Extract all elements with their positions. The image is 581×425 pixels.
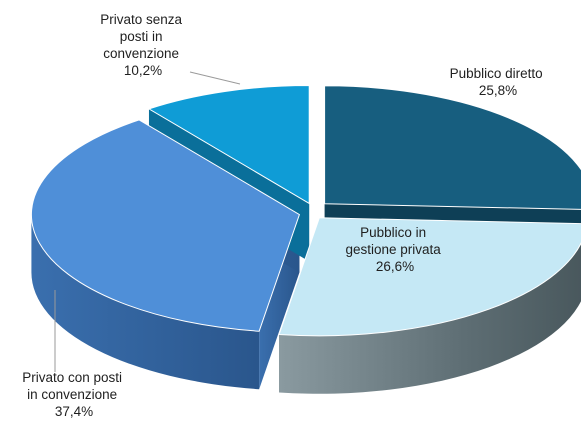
leader-line-privato-senza [189, 71, 241, 85]
pie-side-pubblico-gestione [279, 243, 581, 394]
pie-side-privato-con [31, 214, 260, 390]
slice-label-pubblico-diretto: Pubblico diretto 25,8% [450, 66, 547, 98]
pie-slice-privato-con [30, 119, 301, 332]
pie-slice-pubblico-gestione [278, 217, 581, 337]
slice-label-privato-senza: Privato senza posti in convenzione 10,2% [100, 12, 186, 78]
slice-label-pubblico-gestione: Pubblico in gestione privata 26,6% [345, 225, 444, 274]
pie-slice-pubblico-diretto [324, 85, 581, 210]
pie-slice-privato-senza [147, 84, 310, 205]
slice-label-privato-con: Privato con posti in convenzione 37,4% [22, 370, 126, 419]
